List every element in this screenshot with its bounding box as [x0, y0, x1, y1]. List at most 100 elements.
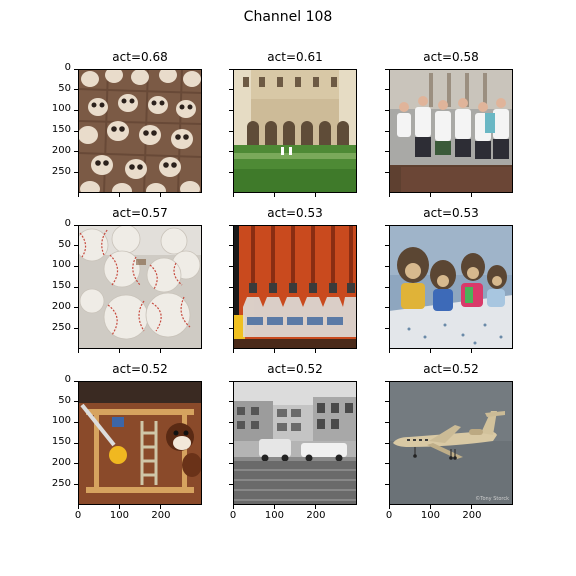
x-tick [273, 193, 275, 197]
x-tick [315, 349, 317, 353]
y-tick [229, 463, 233, 465]
x-tick [471, 349, 473, 353]
y-tick [74, 307, 78, 309]
y-tick-label: 50 [58, 394, 71, 406]
hanging-bottles-orange-wall-image [233, 225, 357, 349]
x-tick-label: 200 [151, 510, 171, 521]
y-tick-label: 0 [64, 62, 71, 73]
x-tick [160, 505, 162, 509]
x-tick [315, 193, 317, 197]
x-tick [232, 349, 234, 353]
y-tick-label: 50 [58, 238, 71, 250]
y-tick [385, 89, 389, 91]
y-tick [385, 380, 389, 382]
pile-of-baseballs-image [78, 225, 202, 349]
y-tick-label: 100 [51, 259, 71, 271]
y-tick [385, 68, 389, 70]
y-tick [385, 109, 389, 111]
courtyard-with-arches-and-garden-image [233, 69, 357, 193]
y-tick-label: 0 [64, 218, 71, 229]
y-tick [385, 224, 389, 226]
x-tick [429, 349, 431, 353]
panel-title: act=0.68 [112, 50, 168, 64]
y-tick [74, 380, 78, 382]
y-tick-label: 250 [51, 165, 71, 177]
panda-face-cookies-on-tray-image [78, 69, 202, 193]
panel-9: act=0.52 ©Tony Storck 0 100 200 [385, 362, 513, 521]
y-tick [74, 328, 78, 330]
y-tick [385, 421, 389, 423]
y-tick [229, 172, 233, 174]
y-tick [74, 484, 78, 486]
y-tick [385, 151, 389, 153]
x-tick [118, 349, 120, 353]
y-tick [74, 151, 78, 153]
x-tick [77, 193, 79, 197]
x-tick [429, 505, 431, 509]
x-tick [388, 349, 390, 353]
x-tick-label: 0 [229, 510, 237, 521]
y-tick [74, 224, 78, 226]
y-tick [229, 151, 233, 153]
x-tick [273, 349, 275, 353]
panel-6: act=0.53 [385, 206, 513, 353]
x-tick [118, 193, 120, 197]
plush-hedgehog-toys-image [389, 225, 513, 349]
y-tick [229, 68, 233, 70]
y-tick [74, 130, 78, 132]
y-tick [74, 286, 78, 288]
panel-8: act=0.52 0 100 200 [229, 362, 357, 521]
y-tick [385, 130, 389, 132]
y-tick [385, 484, 389, 486]
figure-title: Channel 108 [243, 9, 333, 25]
y-tick [229, 265, 233, 267]
y-tick [229, 401, 233, 403]
y-tick [74, 463, 78, 465]
y-tick [229, 89, 233, 91]
y-tick [74, 401, 78, 403]
x-tick [388, 505, 390, 509]
y-tick-label: 100 [51, 415, 71, 427]
y-tick [385, 172, 389, 174]
y-tick [74, 68, 78, 70]
y-tick [229, 307, 233, 309]
y-tick-label: 200 [51, 300, 71, 312]
y-tick [74, 89, 78, 91]
x-tick-label: 100 [109, 510, 130, 521]
x-tick [160, 349, 162, 353]
private-jet-in-grey-sky-image: ©Tony Storck [389, 381, 513, 505]
x-tick [388, 193, 390, 197]
panel-title: act=0.52 [112, 362, 168, 376]
panel-1: act=0.68 0 50 100 150 200 250 [52, 50, 202, 197]
panel-title: act=0.52 [423, 362, 479, 376]
y-tick [229, 328, 233, 330]
y-tick-label: 150 [51, 124, 71, 136]
x-tick-label: 0 [74, 510, 82, 521]
x-tick-label: 0 [385, 510, 393, 521]
crowd-in-white-jerseys-image [389, 69, 513, 193]
panel-title: act=0.52 [267, 362, 323, 376]
y-tick-label: 150 [51, 436, 71, 448]
x-tick [471, 193, 473, 197]
y-tick [385, 265, 389, 267]
y-tick [74, 265, 78, 267]
x-tick [429, 193, 431, 197]
y-tick [385, 463, 389, 465]
panel-title: act=0.57 [112, 206, 168, 220]
y-tick [385, 401, 389, 403]
x-tick [77, 505, 79, 509]
panel-7: act=0.52 0 50 100 150 200 250 0 100 200 [52, 362, 202, 521]
y-tick [229, 109, 233, 111]
y-tick-label: 200 [51, 144, 71, 156]
y-tick [385, 286, 389, 288]
x-tick-label: 100 [420, 510, 441, 521]
panel-2: act=0.61 [229, 50, 357, 197]
y-tick [229, 245, 233, 247]
y-tick [74, 421, 78, 423]
y-tick [229, 484, 233, 486]
y-tick-label: 200 [51, 456, 71, 468]
y-tick [385, 245, 389, 247]
x-tick [315, 505, 317, 509]
y-tick [74, 442, 78, 444]
panel-title: act=0.53 [267, 206, 323, 220]
